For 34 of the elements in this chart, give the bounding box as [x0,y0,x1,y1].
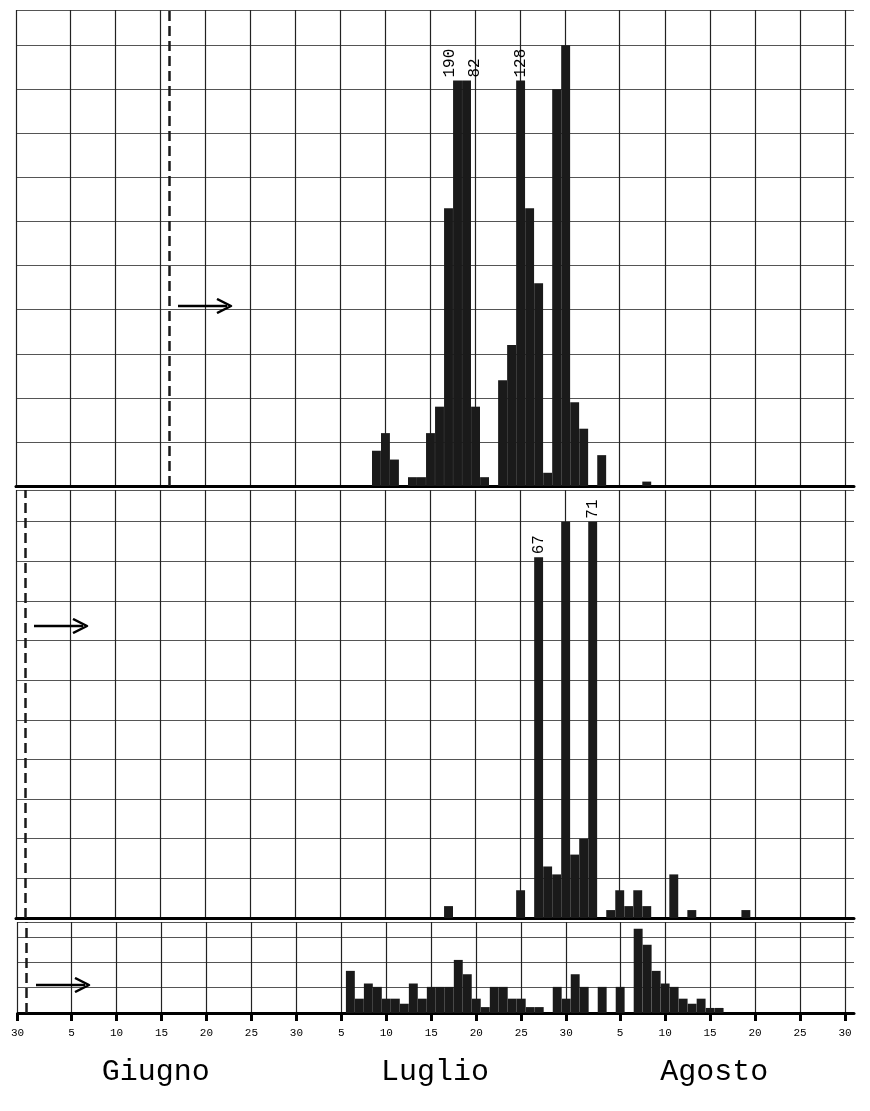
x-tick-label: 20 [748,1026,762,1039]
x-tick-label: 20 [199,1026,214,1039]
annotation: 71 [583,499,602,519]
bar [741,910,751,918]
x-tick-label: 15 [154,1026,169,1039]
annotation: 67 [529,535,548,555]
x-tick-label: 30 [838,1026,852,1039]
bar [597,455,607,486]
x-tick-label: 30 [559,1026,573,1039]
bar [687,910,697,918]
x-tick-label: 10 [379,1026,393,1039]
x-tick-label: 30 [289,1026,303,1039]
annotation: 128 [511,48,530,78]
bar [597,986,607,1013]
x-tick-label: 15 [424,1026,438,1039]
bar [444,906,453,918]
bar [669,874,679,918]
x-tick-label: 20 [469,1026,483,1039]
x-tick-label: 30 [11,1026,25,1039]
x-tick-label: 25 [244,1026,259,1039]
x-tick-label: 5 [616,1026,624,1039]
x-tick-label: 10 [658,1026,672,1039]
x-tick-label: 10 [109,1026,124,1039]
text: Giugno [101,1055,210,1089]
annotation: 190 [440,48,459,78]
annotation: 82 [465,58,484,78]
x-tick-label: 5 [68,1026,75,1039]
text: Luglio [380,1055,490,1089]
bar [642,481,652,486]
x-tick-label: 15 [703,1026,717,1039]
text: Agosto [660,1055,769,1089]
x-tick-label: 25 [514,1026,528,1039]
x-tick-label: 5 [338,1026,345,1039]
x-tick-label: 25 [793,1026,807,1039]
